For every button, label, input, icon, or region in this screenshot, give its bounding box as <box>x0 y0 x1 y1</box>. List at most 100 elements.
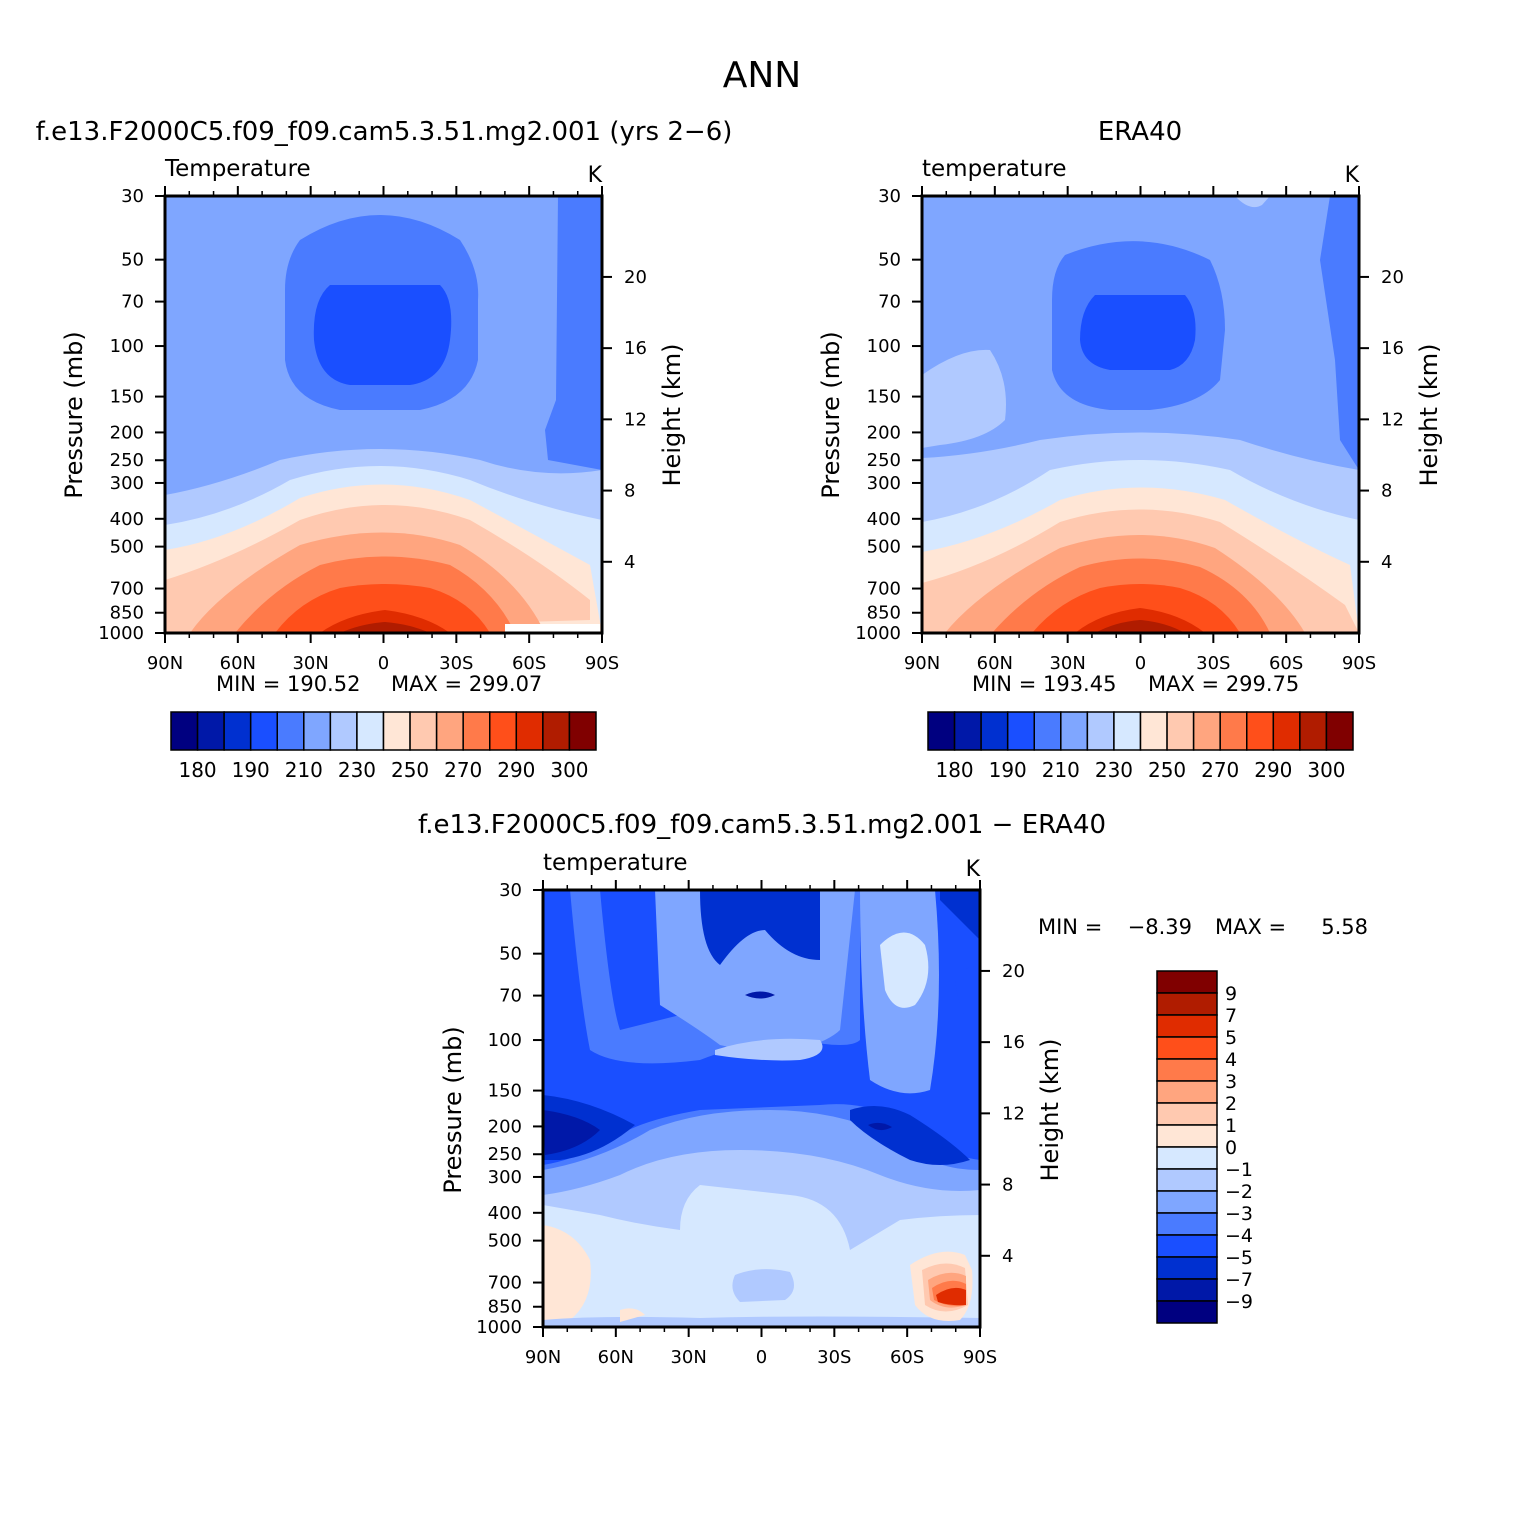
y-tick-label: 100 <box>488 1030 522 1051</box>
contour-band <box>543 1110 600 1155</box>
panel-obs-units: K <box>1345 163 1360 188</box>
y-tick-label: 30 <box>499 880 522 901</box>
y-right-tick-label: 8 <box>624 481 635 502</box>
y-right-tick-label: 20 <box>624 267 647 288</box>
colorbar-swatch <box>1156 1014 1218 1038</box>
colorbar-swatch <box>1156 1234 1218 1258</box>
colorbar-swatch <box>1156 1124 1218 1148</box>
panel-model: f.e13.F2000C5.f09_f09.cam5.3.51.mg2.001 … <box>36 117 733 782</box>
contour-band <box>320 610 450 633</box>
y-tick-label: 1000 <box>855 623 901 644</box>
colorbar-swatch <box>1139 711 1168 751</box>
colorbar-swatch <box>1060 711 1089 751</box>
y-tick-label: 500 <box>110 537 144 558</box>
contour-band <box>340 622 430 633</box>
y-right-tick-label: 8 <box>1002 1175 1013 1196</box>
colorbar-label: 190 <box>989 758 1027 782</box>
x-tick-label: 60S <box>512 653 546 674</box>
panel-model-units: K <box>588 163 603 188</box>
y-right-tick-label: 8 <box>1381 481 1392 502</box>
panel-obs-ylabel: Pressure (mb) <box>817 331 845 498</box>
colorbar-label: 270 <box>1201 758 1239 782</box>
colorbar-swatch <box>223 711 252 751</box>
colorbar-label: 250 <box>1148 758 1186 782</box>
colorbar-label: 9 <box>1225 983 1237 1005</box>
y-tick-label: 1000 <box>98 623 144 644</box>
panel-obs-title: ERA40 <box>1098 117 1182 147</box>
x-tick-label: 30N <box>1049 653 1085 674</box>
colorbar-swatch <box>329 711 358 751</box>
colorbar-label: 250 <box>391 758 429 782</box>
colorbar-swatch <box>1166 711 1195 751</box>
y-tick-label: 70 <box>878 292 901 313</box>
colorbar-swatch <box>382 711 411 751</box>
colorbar-label: 230 <box>338 758 376 782</box>
y-tick-label: 70 <box>499 986 522 1007</box>
contour-band <box>850 1106 970 1165</box>
contour-band <box>1235 196 1270 208</box>
colorbar-swatch <box>1219 711 1248 751</box>
colorbar-swatch <box>1299 711 1328 751</box>
panel-model-contours <box>165 196 602 633</box>
y-tick-label: 30 <box>878 186 901 207</box>
colorbar-label: 290 <box>497 758 535 782</box>
contour-band <box>1320 196 1359 470</box>
colorbar-label: 270 <box>444 758 482 782</box>
contour-band <box>715 1038 823 1061</box>
panel-obs-min: MIN = 193.45 <box>972 672 1116 696</box>
colorbar-swatch <box>1156 1146 1218 1170</box>
y-tick-label: 1000 <box>476 1317 522 1338</box>
colorbar-label: −9 <box>1225 1291 1253 1313</box>
colorbar-swatch <box>1156 1102 1218 1126</box>
colorbar-label: −7 <box>1225 1269 1253 1291</box>
colorbar-label: 190 <box>232 758 270 782</box>
y-tick-label: 250 <box>110 450 144 471</box>
contour-band <box>543 1225 591 1325</box>
colorbar-swatch <box>1156 970 1218 994</box>
x-tick-label: 90N <box>147 653 183 674</box>
colorbar-swatch <box>542 711 571 751</box>
y-tick-label: 70 <box>121 292 144 313</box>
y-right-tick-label: 20 <box>1002 961 1025 982</box>
y-right-tick-label: 12 <box>1002 1103 1025 1124</box>
colorbar-label: 5 <box>1225 1027 1237 1049</box>
colorbar-swatch <box>1156 1256 1218 1280</box>
colorbar-swatch <box>489 711 518 751</box>
panel-model-title: f.e13.F2000C5.f09_f09.cam5.3.51.mg2.001 … <box>36 117 733 147</box>
y-tick-label: 400 <box>488 1203 522 1224</box>
colorbar-label: −4 <box>1225 1225 1253 1247</box>
x-tick-label: 30N <box>670 1347 706 1368</box>
colorbar-swatch <box>462 711 491 751</box>
y-tick-label: 100 <box>867 336 901 357</box>
x-tick-label: 90S <box>1342 653 1376 674</box>
x-tick-label: 0 <box>1135 653 1146 674</box>
colorbar-swatch <box>1272 711 1301 751</box>
y-tick-label: 700 <box>867 579 901 600</box>
y-tick-label: 400 <box>110 509 144 530</box>
colorbar-swatch <box>980 711 1009 751</box>
colorbar-label: −3 <box>1225 1203 1253 1225</box>
contour-band <box>1095 620 1185 633</box>
colorbar-label: 290 <box>1254 758 1292 782</box>
x-tick-label: 30S <box>439 653 473 674</box>
colorbar-label: 210 <box>1042 758 1080 782</box>
colorbar-label: −2 <box>1225 1181 1253 1203</box>
colorbar-swatch <box>1156 1212 1218 1236</box>
x-tick-label: 60N <box>598 1347 634 1368</box>
y-right-tick-label: 16 <box>1002 1032 1025 1053</box>
colorbar-swatch <box>196 711 225 751</box>
colorbar-swatch <box>1156 1190 1218 1214</box>
x-tick-label: 0 <box>756 1347 767 1368</box>
figure-title: ANN <box>723 55 802 96</box>
y-tick-label: 850 <box>488 1297 522 1318</box>
colorbar-swatch <box>1086 711 1115 751</box>
y-tick-label: 700 <box>110 579 144 600</box>
x-tick-label: 60S <box>1269 653 1303 674</box>
x-tick-label: 90S <box>585 653 619 674</box>
panel-diff-ylabel-right: Height (km) <box>1036 1039 1064 1182</box>
y-tick-label: 150 <box>488 1081 522 1102</box>
colorbar-swatch <box>1033 711 1062 751</box>
panel-diff-ylabel: Pressure (mb) <box>439 1026 467 1193</box>
colorbar-swatch <box>170 711 199 751</box>
